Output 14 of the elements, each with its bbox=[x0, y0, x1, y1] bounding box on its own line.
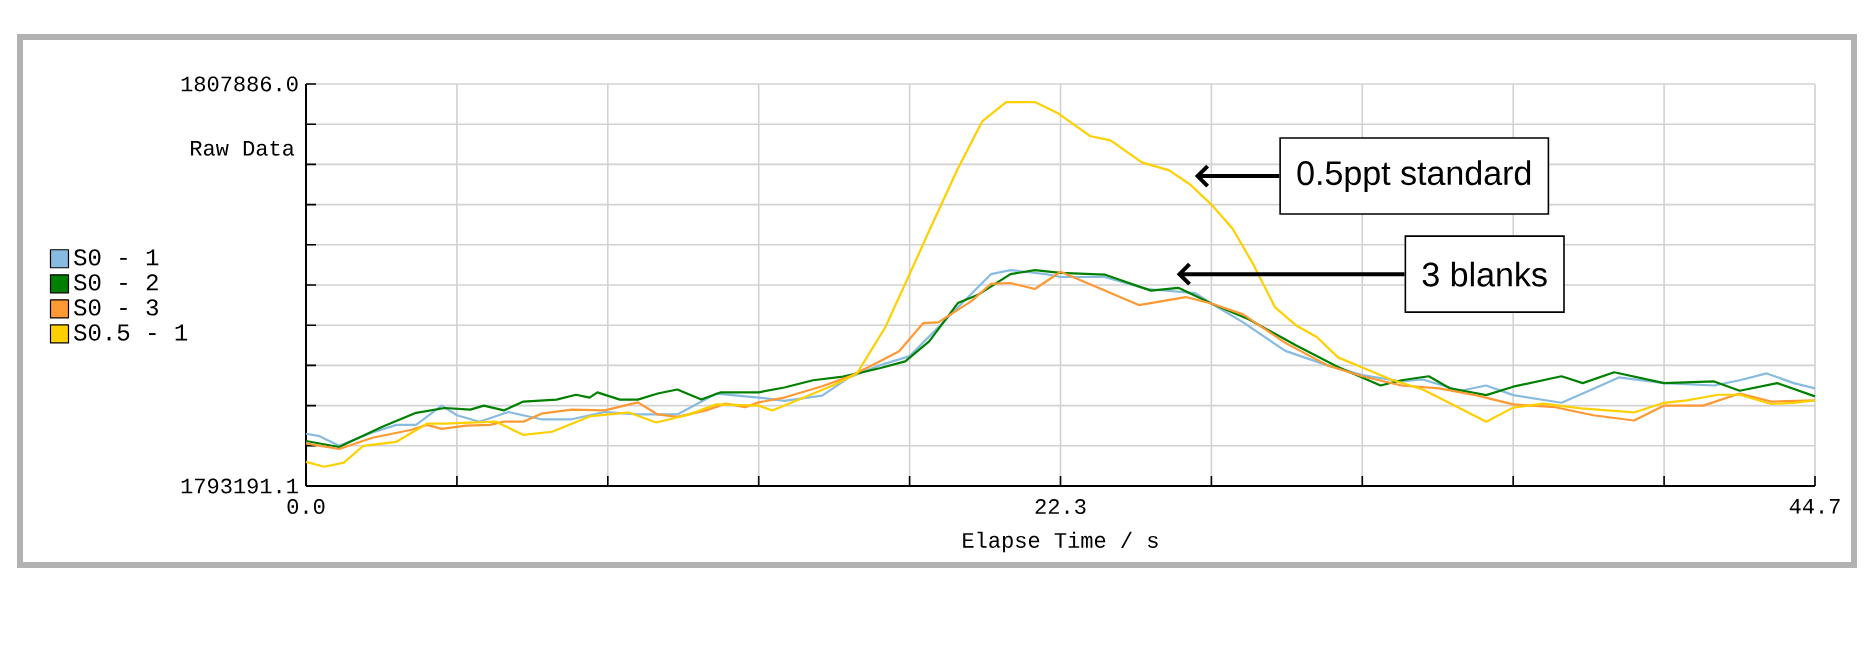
x-tick-label: 44.7 bbox=[1789, 499, 1840, 514]
annotation: 3 blanks bbox=[1422, 261, 1547, 287]
y-tick-label: 1793191.1 bbox=[181, 478, 298, 494]
x-tick-label: 0.0 bbox=[287, 499, 325, 514]
x-tick-label: 22.3 bbox=[1035, 499, 1086, 514]
y-tick-label: 1807886.0 bbox=[181, 76, 298, 92]
legend-label: S0.5 - 1 bbox=[74, 324, 188, 341]
x-axis-title: Elapse Time / s bbox=[963, 531, 1158, 553]
legend-label: S0 - 3 bbox=[74, 299, 158, 316]
annotation: 0.5ppt standard bbox=[1297, 160, 1531, 192]
line-series bbox=[304, 100, 1817, 468]
legend-label: S0 - 2 bbox=[74, 274, 158, 291]
y-axis-title: Raw Data bbox=[191, 140, 295, 156]
legend-label: S0 - 1 bbox=[74, 249, 159, 266]
